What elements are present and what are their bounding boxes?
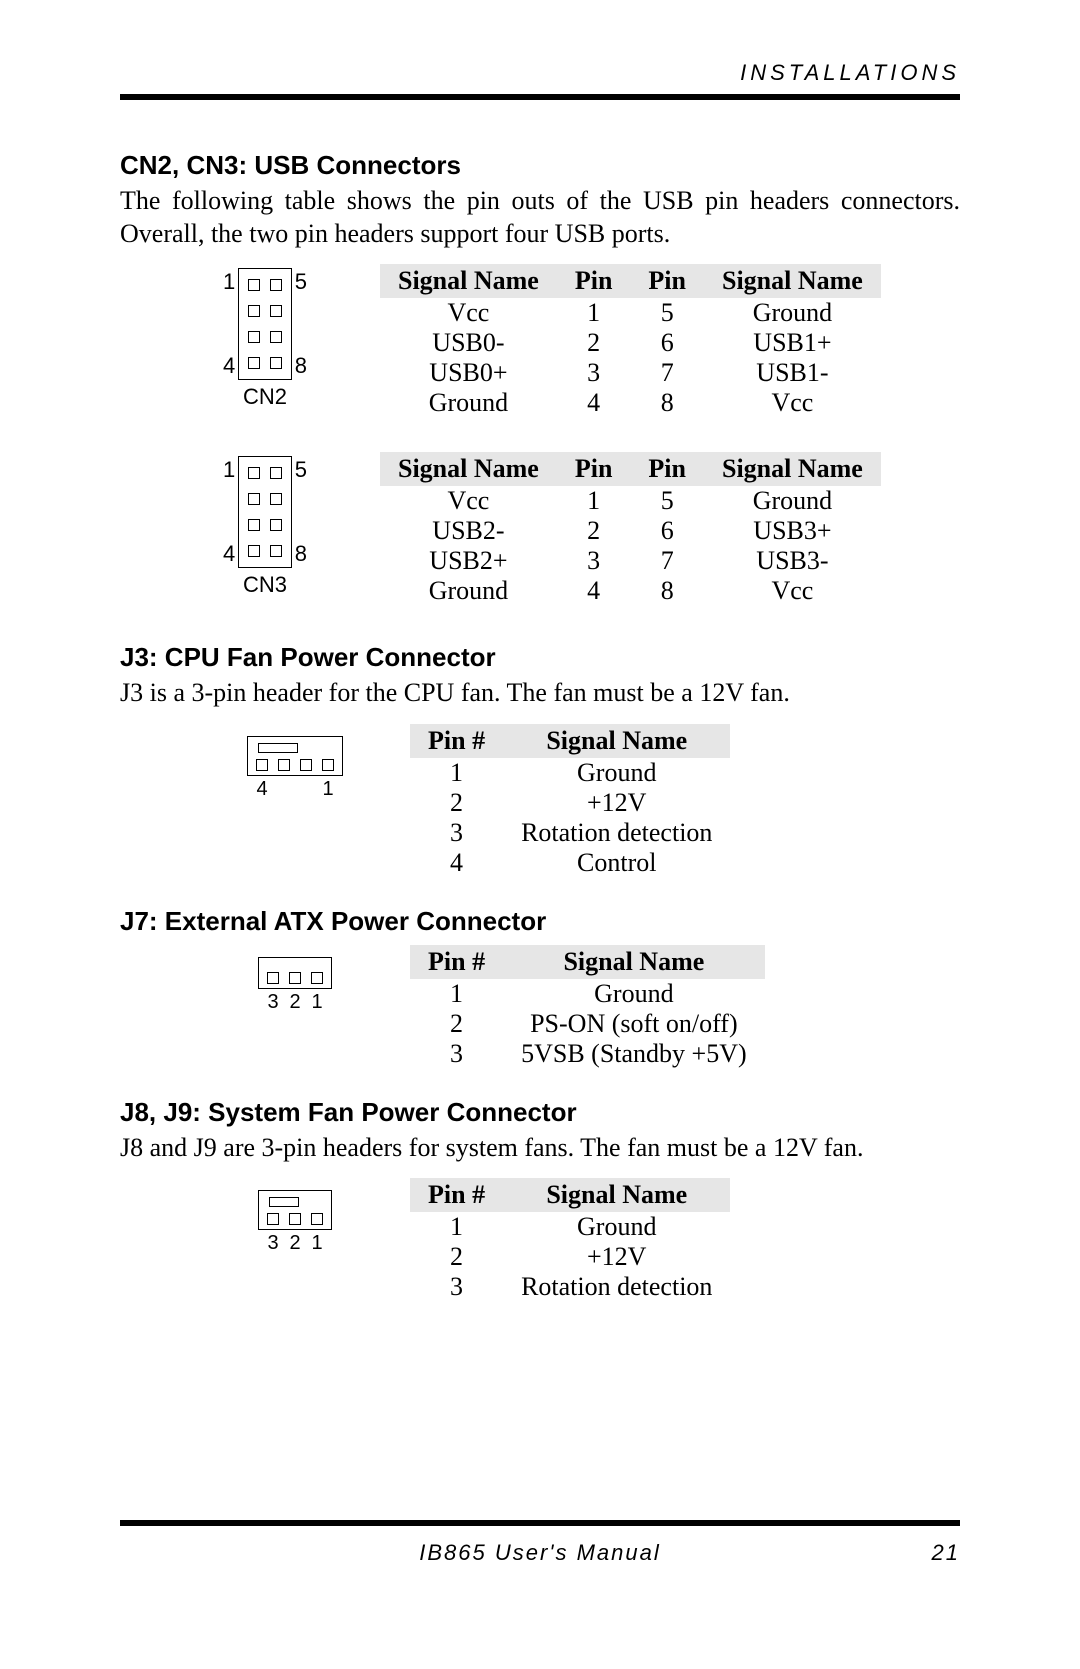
th: Signal Name	[380, 452, 557, 486]
section-body-j89: J8 and J9 are 3-pin headers for system f…	[120, 1132, 960, 1165]
th: Pin	[557, 264, 631, 298]
section-body-usb: The following table shows the pin outs o…	[120, 185, 960, 250]
cn2-table: Signal Name Pin Pin Signal Name Vcc15Gro…	[380, 264, 881, 418]
th: Signal Name	[704, 452, 881, 486]
j7-diagram	[258, 957, 332, 989]
th: Pin #	[410, 724, 503, 758]
j7-table: Pin # Signal Name 1Ground 2PS-ON (soft o…	[410, 945, 765, 1069]
th: Signal Name	[704, 264, 881, 298]
section-body-j3: J3 is a 3-pin header for the CPU fan. Th…	[120, 677, 960, 710]
pin-label: 5	[295, 457, 307, 483]
pin-label: 1	[223, 457, 235, 483]
pin-label: 4	[223, 353, 235, 379]
cn2-row: 1 5 4 8 CN2 Signal Name Pin Pin	[180, 264, 960, 418]
header-rule	[120, 94, 960, 100]
cn3-table: Signal Name Pin Pin Signal Name Vcc15Gro…	[380, 452, 881, 606]
footer-rule	[120, 1520, 960, 1526]
th: Signal Name	[503, 945, 765, 979]
j7-pin-numbers: 3 2 1	[267, 991, 323, 1014]
j89-table: Pin # Signal Name 1Ground 2+12V 3Rotatio…	[410, 1178, 730, 1302]
footer: IB865 User's Manual 21	[120, 1540, 960, 1566]
j89-pin-numbers: 3 2 1	[267, 1232, 323, 1255]
cn3-row: 1 5 4 8 CN3 Signal Name Pin Pin	[180, 452, 960, 606]
pin-label: 8	[295, 541, 307, 567]
th: Pin	[630, 452, 704, 486]
th: Pin #	[410, 945, 503, 979]
pin-label: 8	[295, 353, 307, 379]
th: Signal Name	[503, 724, 730, 758]
section-title-j7: J7: External ATX Power Connector	[120, 906, 960, 937]
footer-page-number: 21	[932, 1540, 960, 1566]
j3-pin-numbers: 4 1	[256, 778, 334, 801]
section-title-j3: J3: CPU Fan Power Connector	[120, 642, 960, 673]
cn3-diagram: 1 5 4 8	[238, 456, 292, 568]
th: Signal Name	[503, 1178, 730, 1212]
section-title-usb: CN2, CN3: USB Connectors	[120, 150, 960, 181]
section-title-j89: J8, J9: System Fan Power Connector	[120, 1097, 960, 1128]
pin-label: 5	[295, 269, 307, 295]
th: Pin	[557, 452, 631, 486]
cn3-label: CN3	[243, 572, 287, 598]
chapter-header: INSTALLATIONS	[120, 60, 960, 94]
j3-table: Pin # Signal Name 1Ground 2+12V 3Rotatio…	[410, 724, 730, 878]
th: Pin	[630, 264, 704, 298]
pin-label: 4	[223, 541, 235, 567]
j89-diagram	[258, 1190, 332, 1230]
th: Pin #	[410, 1178, 503, 1212]
cn2-label: CN2	[243, 384, 287, 410]
cn2-diagram: 1 5 4 8	[238, 268, 292, 380]
footer-manual: IB865 User's Manual	[419, 1540, 661, 1565]
j3-diagram	[247, 736, 343, 776]
th: Signal Name	[380, 264, 557, 298]
pin-label: 1	[223, 269, 235, 295]
